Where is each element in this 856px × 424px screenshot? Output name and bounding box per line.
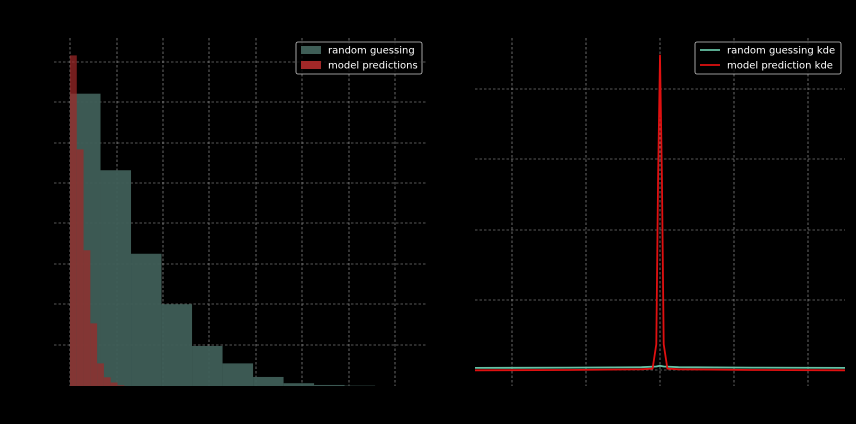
legend-frame <box>694 41 842 75</box>
histogram-bar <box>253 376 284 386</box>
histogram-bar <box>83 250 91 386</box>
legend-swatch <box>301 61 321 69</box>
legend-label: random guessing <box>328 46 415 57</box>
histogram-bar <box>131 253 162 386</box>
histogram-bar <box>76 149 84 386</box>
legend-frame <box>295 41 423 75</box>
histogram-bar <box>103 377 111 386</box>
histogram-bar <box>100 170 132 386</box>
histogram-bar <box>70 55 77 387</box>
kde-panel: random guessing kde model prediction kde <box>474 38 846 386</box>
histogram-bar <box>314 384 345 386</box>
legend-label: model prediction kde <box>727 61 833 72</box>
legend-swatch <box>301 46 321 54</box>
histogram-bar <box>97 363 104 386</box>
histogram-panel: random guessing model predictions <box>54 38 426 387</box>
histogram-bar <box>161 304 193 386</box>
legend-label: random guessing kde <box>727 46 835 57</box>
histogram-bar <box>222 363 254 386</box>
legend-label: model predictions <box>328 61 418 72</box>
histogram-bar <box>283 383 315 386</box>
histogram-bar <box>192 345 223 386</box>
legend: random guessing model predictions <box>295 41 423 75</box>
histogram-bar <box>110 382 118 386</box>
histogram-bar <box>117 385 125 386</box>
series-1 <box>70 55 125 387</box>
histogram-bar <box>90 323 98 386</box>
legend: random guessing kde model prediction kde <box>694 41 842 75</box>
kde-line <box>474 364 846 369</box>
kde-line <box>474 54 846 372</box>
